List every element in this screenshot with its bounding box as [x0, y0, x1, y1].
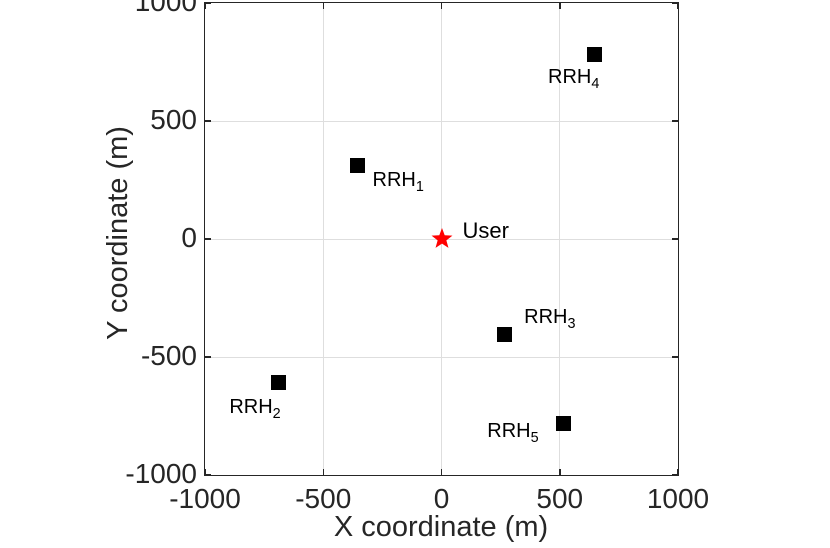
x-tick-mark-top: [559, 3, 561, 9]
point-label-subscript: 4: [591, 75, 600, 92]
y-tick-mark-left: [205, 474, 211, 476]
x-tick-mark-top: [204, 3, 206, 9]
point-label-text: RRH: [229, 395, 273, 418]
x-tick-mark-bottom: [559, 469, 561, 475]
y-tick-mark-left: [205, 238, 211, 240]
y-tick-label: -500: [140, 340, 197, 371]
x-tick-mark-bottom: [677, 469, 679, 475]
point-label-text: RRH: [524, 305, 568, 328]
point-label: RRH4: [548, 65, 599, 91]
plot-area: [204, 2, 679, 476]
y-tick-mark-right: [672, 238, 678, 240]
x-tick-mark-top: [440, 3, 443, 9]
point-label-text: RRH: [372, 168, 416, 191]
point-label-text: RRH: [487, 420, 531, 443]
x-tick-mark-bottom: [204, 469, 206, 475]
horizontal-gridline: [206, 120, 677, 122]
x-tick-label: -500: [295, 483, 352, 514]
point-label-subscript: 1: [415, 178, 424, 195]
rrh-marker: [350, 158, 366, 174]
point-label-subscript: 3: [567, 315, 576, 332]
y-tick-mark-right: [672, 474, 678, 476]
star-icon: [431, 228, 452, 248]
y-tick-mark-right: [672, 356, 678, 358]
x-tick-mark-bottom: [440, 469, 443, 475]
y-tick-mark-left: [205, 2, 211, 4]
y-tick-mark-left: [205, 356, 211, 358]
point-label-subscript: 5: [530, 430, 539, 447]
x-tick-label: 0: [433, 483, 450, 514]
y-tick-label: 0: [181, 222, 197, 253]
x-tick-label: 500: [536, 483, 584, 514]
rrh-marker: [555, 415, 571, 431]
y-tick-mark-right: [672, 2, 678, 4]
rrh-marker: [586, 47, 602, 63]
x-tick-label: -1000: [169, 483, 241, 514]
point-label: RRH1: [372, 168, 424, 194]
rrh-marker: [270, 375, 286, 391]
user-marker: [430, 227, 454, 251]
point-label-text: RRH: [548, 65, 592, 88]
x-tick-label: 1000: [646, 483, 710, 514]
x-tick-mark-bottom: [322, 469, 324, 475]
point-label: RRH5: [487, 420, 538, 445]
x-tick-mark-top: [322, 3, 324, 9]
y-tick-label: 1000: [134, 0, 197, 17]
y-tick-label: -1000: [125, 458, 197, 489]
x-axis-label: X coordinate (m): [333, 511, 549, 543]
x-tick-mark-top: [677, 3, 679, 9]
point-label-subscript: 2: [272, 405, 281, 422]
y-tick-mark-right: [672, 120, 678, 122]
y-tick-label: 500: [150, 104, 197, 135]
point-label: RRH3: [524, 305, 575, 331]
horizontal-gridline: [206, 356, 677, 358]
point-label: User: [463, 220, 509, 242]
point-label: RRH2: [229, 395, 280, 421]
rrh-marker: [496, 327, 512, 343]
y-tick-mark-left: [205, 120, 211, 122]
point-label-text: User: [462, 218, 509, 243]
